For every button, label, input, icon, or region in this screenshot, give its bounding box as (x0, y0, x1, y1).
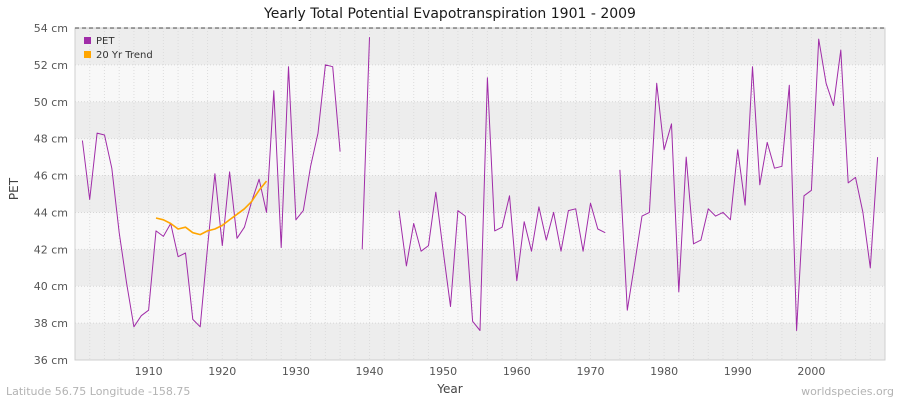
plot-frame (74, 27, 886, 361)
svg-text:1990: 1990 (724, 365, 752, 378)
svg-text:1950: 1950 (429, 365, 457, 378)
y-axis-ticks: 36 cm 38 cm 40 cm 42 cm 44 cm 46 cm 48 cm 50 cm… (34, 22, 68, 367)
svg-text:46 cm: 46 cm (34, 170, 68, 183)
20-yr-trend-line (155, 180, 268, 236)
plot-bands (75, 28, 885, 360)
svg-text:2000: 2000 (797, 365, 825, 378)
svg-text:38 cm: 38 cm (34, 317, 68, 330)
svg-text:1940: 1940 (356, 365, 384, 378)
legend-swatch (84, 51, 91, 58)
svg-text:42 cm: 42 cm (34, 243, 68, 256)
svg-text:54 cm: 54 cm (34, 22, 68, 35)
legend-swatch (84, 37, 91, 44)
svg-text:36 cm: 36 cm (34, 354, 68, 367)
footer-watermark: worldspecies.org (801, 385, 894, 398)
chart-footer: Latitude 56.75 Longitude -158.75 worldsp… (0, 385, 900, 398)
legend: PET 20 Yr Trend (84, 36, 153, 61)
svg-text:1960: 1960 (503, 365, 531, 378)
x-axis-ticks: 1910 1920 1930 1940 1950 1960 1970 1980 1990 2000 (135, 365, 826, 378)
chart-canvas: 36 cm 38 cm 40 cm 42 cm 44 cm 46 cm 48 cm 50 cm… (34, 22, 886, 378)
svg-text:1930: 1930 (282, 365, 310, 378)
x-axis-label: Year (437, 382, 463, 396)
chart-title: Yearly Total Potential Evapotranspiratio… (264, 6, 636, 22)
svg-text:44 cm: 44 cm (34, 206, 68, 219)
svg-text:50 cm: 50 cm (34, 96, 68, 109)
svg-text:1980: 1980 (650, 365, 678, 378)
legend-label: PET (96, 36, 115, 47)
pet-line (81, 37, 879, 331)
svg-text:1970: 1970 (576, 365, 604, 378)
svg-text:1910: 1910 (135, 365, 163, 378)
svg-text:52 cm: 52 cm (34, 59, 68, 72)
svg-text:48 cm: 48 cm (34, 133, 68, 146)
footer-coordinates: Latitude 56.75 Longitude -158.75 (6, 385, 191, 398)
svg-text:40 cm: 40 cm (34, 280, 68, 293)
svg-text:1920: 1920 (208, 365, 236, 378)
legend-label: 20 Yr Trend (96, 50, 153, 61)
